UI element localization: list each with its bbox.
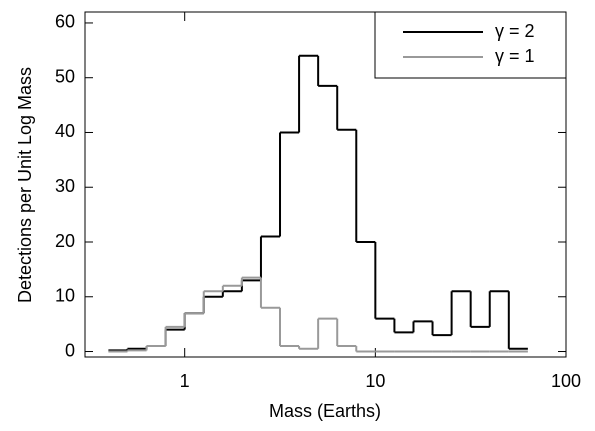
x-tick-label: 1 <box>180 371 190 391</box>
legend-box <box>374 11 567 79</box>
y-tick-label: 10 <box>55 286 75 306</box>
legend-label: γ = 1 <box>495 46 535 66</box>
y-tick-label: 20 <box>55 231 75 251</box>
y-tick-label: 30 <box>55 176 75 196</box>
legend-label: γ = 2 <box>495 21 535 41</box>
x-axis-label: Mass (Earths) <box>269 401 381 421</box>
y-tick-label: 0 <box>65 340 75 360</box>
y-tick-label: 60 <box>55 12 75 32</box>
y-axis-label: Detections per Unit Log Mass <box>15 67 35 303</box>
plot-frame <box>84 11 567 358</box>
x-tick-label: 100 <box>551 371 581 391</box>
y-tick-label: 40 <box>55 121 75 141</box>
y-tick-label: 50 <box>55 66 75 86</box>
x-tick-label: 10 <box>365 371 385 391</box>
